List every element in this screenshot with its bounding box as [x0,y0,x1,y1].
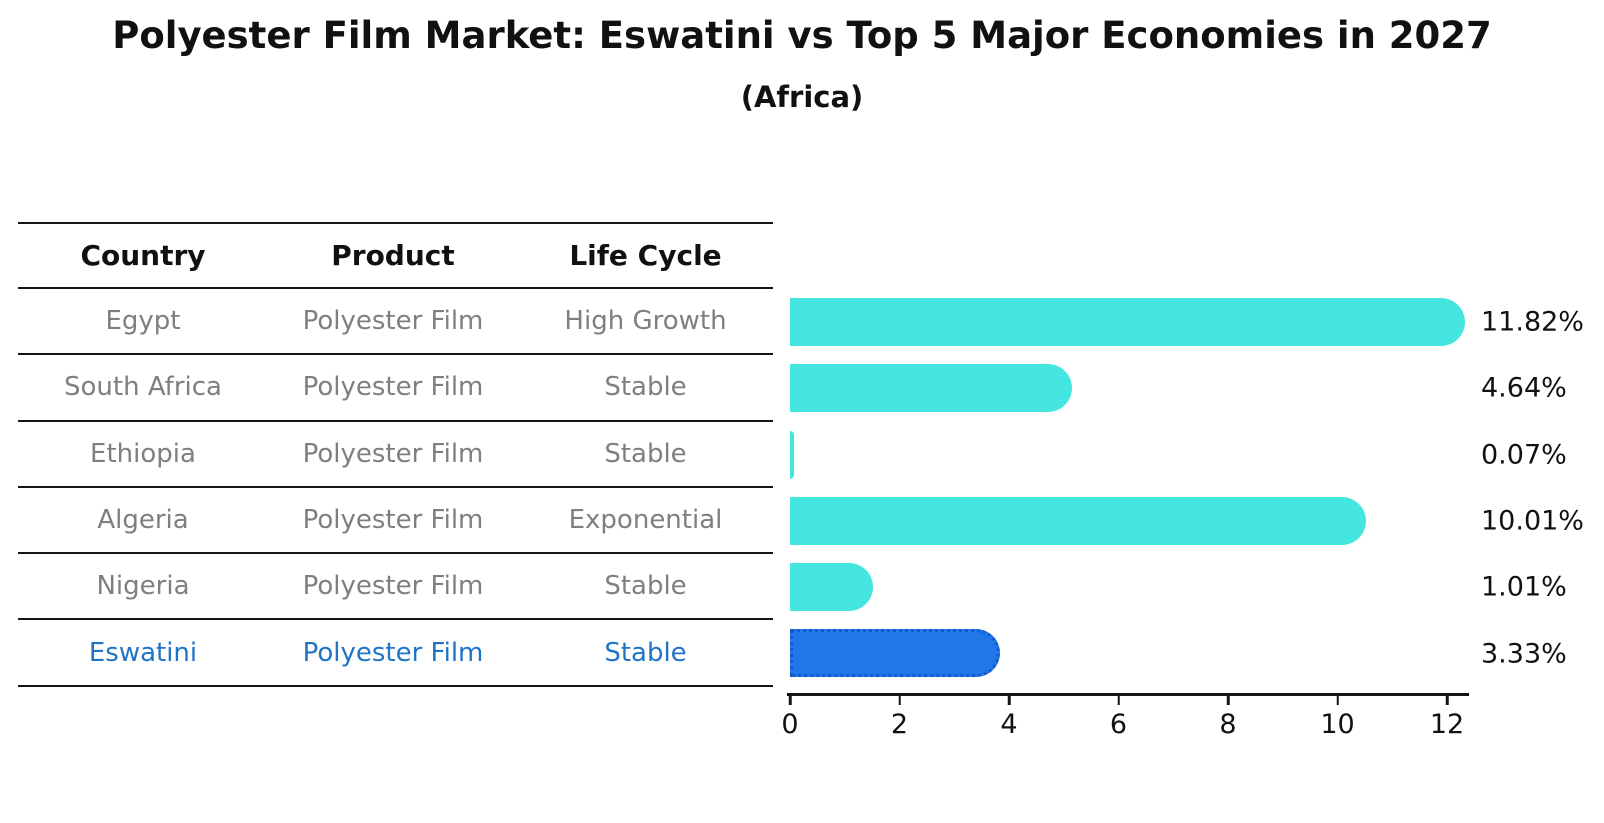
cell-country: Egypt [105,306,181,337]
cell-life-cycle: Stable [604,637,687,668]
table-row-algeria: Algeria Polyester Film Exponential [18,488,773,555]
table-row-nigeria: Nigeria Polyester Film Stable [18,554,773,621]
bar-row [790,355,1470,421]
bar-algeria [790,496,1367,545]
cell-product: Polyester Film [302,637,484,668]
bar-row [790,620,1470,686]
table-row-egypt: Egypt Polyester Film High Growth [18,289,773,356]
x-tick-label-2: 2 [890,709,909,740]
x-tick-mark-8 [1226,696,1230,705]
table-header-country: Country [80,239,206,272]
table-row-south-africa: South Africa Polyester Film Stable [18,355,773,422]
cell-life-cycle: Stable [604,571,687,602]
table-body: Egypt Polyester Film High Growth South Afri… [18,289,773,687]
value-label-ethiopia: 0.07% [1481,439,1567,471]
x-tick-mark-12 [1445,696,1449,705]
cell-product: Polyester Film [302,505,484,536]
cell-life-cycle: Stable [604,438,687,469]
cell-product: Polyester Film [302,571,484,602]
x-tick-mark-0 [788,696,792,705]
bar-row [790,422,1470,488]
value-label-south-africa: 4.64% [1481,372,1567,404]
x-axis-line [787,693,1469,696]
table-header-row: Country Product Life Cycle [18,222,773,289]
country-table: Country Product Life Cycle Egypt Polyeste… [18,222,773,687]
cell-product: Polyester Film [302,372,484,403]
cell-country: Nigeria [96,571,190,602]
table-header-product: Product [331,239,455,272]
bar-ethiopia [790,430,794,479]
cell-product: Polyester Film [302,306,484,337]
bar-eswatini [790,629,1001,678]
cell-country: Eswatini [88,637,198,668]
value-label-algeria: 10.01% [1481,505,1584,537]
x-tick-label-0: 0 [781,709,799,740]
bar-egypt [790,298,1466,346]
cell-country: Algeria [97,505,189,536]
cell-life-cycle: Exponential [568,505,723,536]
x-tick-mark-4 [1007,696,1011,705]
bar-plot-area [790,289,1470,687]
cell-country: South Africa [64,372,222,403]
x-tick-label-4: 4 [1000,709,1018,740]
bar-row [790,289,1470,355]
cell-life-cycle: High Growth [564,306,727,337]
table-row-eswatini: Eswatini Polyester Film Stable [18,620,773,687]
table-row-ethiopia: Ethiopia Polyester Film Stable [18,422,773,488]
x-tick-mark-2 [898,696,901,705]
table-header-life-cycle: Life Cycle [569,239,722,272]
bar-nigeria [790,563,874,612]
cell-product: Polyester Film [302,438,484,469]
x-tick-label-10: 10 [1320,709,1355,740]
x-tick-mark-10 [1336,696,1339,705]
chart-title: Polyester Film Market: Eswatini vs Top 5… [112,14,1492,57]
x-tick-label-8: 8 [1219,709,1237,740]
value-label-egypt: 11.82% [1481,306,1584,338]
bar-south-africa [790,364,1073,413]
cell-country: Ethiopia [90,438,196,469]
bar-row [790,488,1470,554]
value-label-nigeria: 1.01% [1481,571,1567,603]
x-tick-mark-6 [1117,696,1120,705]
value-label-eswatini: 3.33% [1481,638,1567,670]
chart-subtitle: (Africa) [740,80,864,114]
x-tick-label-12: 12 [1429,709,1465,740]
bar-row [790,554,1470,620]
cell-life-cycle: Stable [604,372,687,403]
x-tick-label-6: 6 [1109,709,1128,740]
